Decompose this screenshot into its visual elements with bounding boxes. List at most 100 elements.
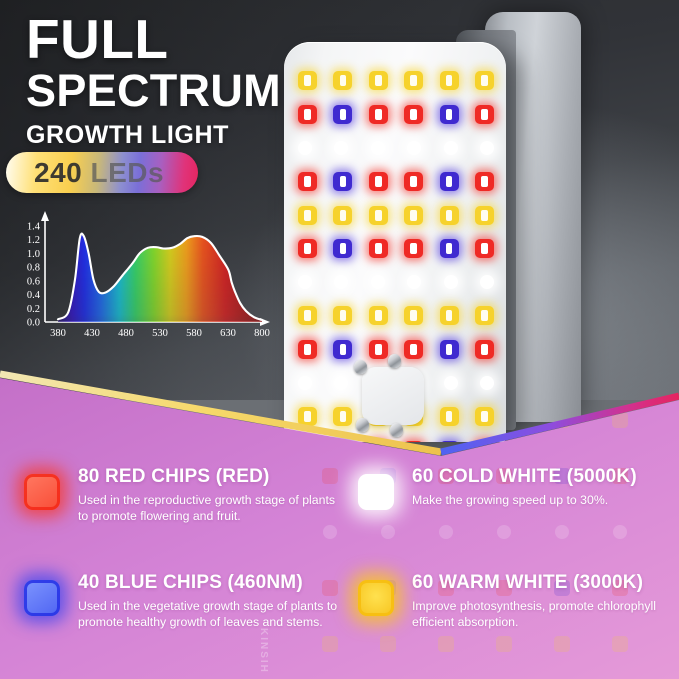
led-red-icon: [298, 104, 317, 124]
legend-title: 60 COLD WHITE (5000K): [412, 466, 637, 487]
chart-y-tick: 1.0: [27, 249, 40, 260]
led-red-icon: [474, 104, 494, 124]
led-yellow-icon: [333, 407, 353, 427]
chart-x-tick: 580: [186, 328, 202, 339]
led-white-icon: [334, 140, 349, 155]
led-yellow-icon: [474, 71, 494, 91]
legend-title: 60 WARM WHITE (3000K): [412, 572, 644, 593]
led-yellow-icon: [368, 306, 388, 326]
headline-block: FULL SPECTRUM GROWTH LIGHT: [26, 8, 281, 150]
headline-line-2: SPECTRUM: [26, 64, 281, 116]
chart-y-tick: 0.2: [27, 304, 40, 315]
led-red-icon: [298, 340, 317, 360]
led-yellow-icon: [333, 306, 353, 326]
led-row: [298, 232, 494, 266]
blue-chip-swatch-icon: [24, 580, 60, 616]
led-yellow-icon: [298, 407, 317, 427]
legend-description: Improve photosynthesis, promote chloroph…: [412, 598, 657, 630]
legend-item-red-chips: 80 RED CHIPS (RED) Used in the reproduct…: [16, 462, 346, 554]
legend-item-blue-chips: 40 BLUE CHIPS (460NM) Used in the vegeta…: [16, 568, 346, 660]
led-red-icon: [368, 340, 388, 360]
led-white-icon: [298, 140, 312, 155]
led-row: [298, 299, 494, 333]
led-white-icon: [407, 275, 422, 290]
chart-y-tick: 0.0: [27, 318, 40, 329]
led-yellow-icon: [439, 205, 459, 225]
led-count-unit: LEDs: [90, 156, 165, 188]
led-white-icon: [443, 275, 458, 290]
legend-column-right: 60 COLD WHITE (5000K) Make the growing s…: [350, 462, 679, 660]
legend-description: Used in the reproductive growth stage of…: [78, 492, 336, 524]
chart-x-tick: 630: [220, 328, 236, 339]
led-white-icon: [443, 376, 458, 391]
screw-icon: [388, 354, 401, 368]
chart-y-tick: 1.2: [27, 235, 40, 246]
led-panel-face: [284, 42, 506, 442]
chart-x-tick: 800: [254, 328, 270, 339]
led-red-icon: [404, 239, 424, 259]
led-blue-icon: [439, 172, 459, 192]
led-red-icon: [368, 104, 388, 124]
cold-white-swatch-icon: [358, 474, 394, 510]
led-white-icon: [334, 275, 349, 290]
led-red-icon: [404, 104, 424, 124]
chart-x-tick: 480: [118, 328, 134, 339]
led-grow-light-product: [270, 0, 590, 460]
legend-item-cold-white: 60 COLD WHITE (5000K) Make the growing s…: [350, 462, 679, 554]
mount-bracket: [362, 367, 424, 425]
led-red-icon: [368, 440, 388, 442]
led-white-icon: [334, 376, 349, 391]
led-red-icon: [474, 340, 494, 360]
brand-watermark: KINSIH: [258, 628, 269, 674]
led-yellow-icon: [474, 205, 494, 225]
chart-y-tick-labels: 0.0 0.2 0.4 0.6 0.8 1.0 1.2 1.4: [27, 221, 41, 328]
led-blue-icon: [333, 104, 353, 124]
led-yellow-icon: [333, 205, 353, 225]
led-red-icon: [404, 440, 424, 442]
led-white-icon: [407, 140, 422, 155]
chip-legend: 80 RED CHIPS (RED) Used in the reproduct…: [0, 462, 679, 679]
chart-x-tick: 380: [50, 328, 66, 339]
legend-title: 40 BLUE CHIPS (460NM): [78, 572, 303, 593]
led-count-badge: 240 LEDs: [6, 152, 198, 193]
chart-y-tick: 1.4: [27, 221, 41, 232]
legend-description: Used in the vegetative growth stage of p…: [78, 598, 338, 630]
led-row: [298, 64, 494, 98]
legend-item-warm-white: 60 WARM WHITE (3000K) Improve photosynth…: [350, 568, 679, 660]
led-red-icon: [298, 440, 317, 442]
chart-y-tick: 0.8: [27, 263, 40, 274]
led-blue-icon: [333, 340, 353, 360]
led-yellow-icon: [404, 71, 424, 91]
spectrum-area-fill: [58, 233, 262, 322]
led-yellow-icon: [298, 306, 317, 326]
led-blue-icon: [439, 104, 459, 124]
led-yellow-icon: [439, 306, 459, 326]
led-white-icon: [443, 140, 458, 155]
led-white-icon: [479, 376, 494, 391]
led-row: [298, 333, 494, 367]
led-red-icon: [368, 172, 388, 192]
chart-x-tick: 530: [152, 328, 168, 339]
chart-x-tick: 430: [84, 328, 100, 339]
led-yellow-icon: [298, 205, 317, 225]
led-yellow-icon: [439, 407, 459, 427]
led-white-icon: [370, 275, 385, 290]
legend-column-left: 80 RED CHIPS (RED) Used in the reproduct…: [16, 462, 346, 660]
led-blue-icon: [439, 239, 459, 259]
led-red-icon: [368, 239, 388, 259]
led-row: [298, 165, 494, 199]
led-white-icon: [479, 275, 494, 290]
chart-y-tick: 0.4: [27, 290, 41, 301]
led-row: [298, 131, 494, 165]
led-blue-icon: [439, 340, 459, 360]
led-red-icon: [474, 172, 494, 192]
led-blue-icon: [439, 440, 459, 442]
led-yellow-icon: [474, 407, 494, 427]
headline-line-1: FULL: [26, 8, 169, 70]
led-red-icon: [298, 239, 317, 259]
led-row: [298, 266, 494, 300]
led-red-icon: [474, 239, 494, 259]
screw-icon: [390, 423, 403, 437]
led-yellow-icon: [368, 205, 388, 225]
